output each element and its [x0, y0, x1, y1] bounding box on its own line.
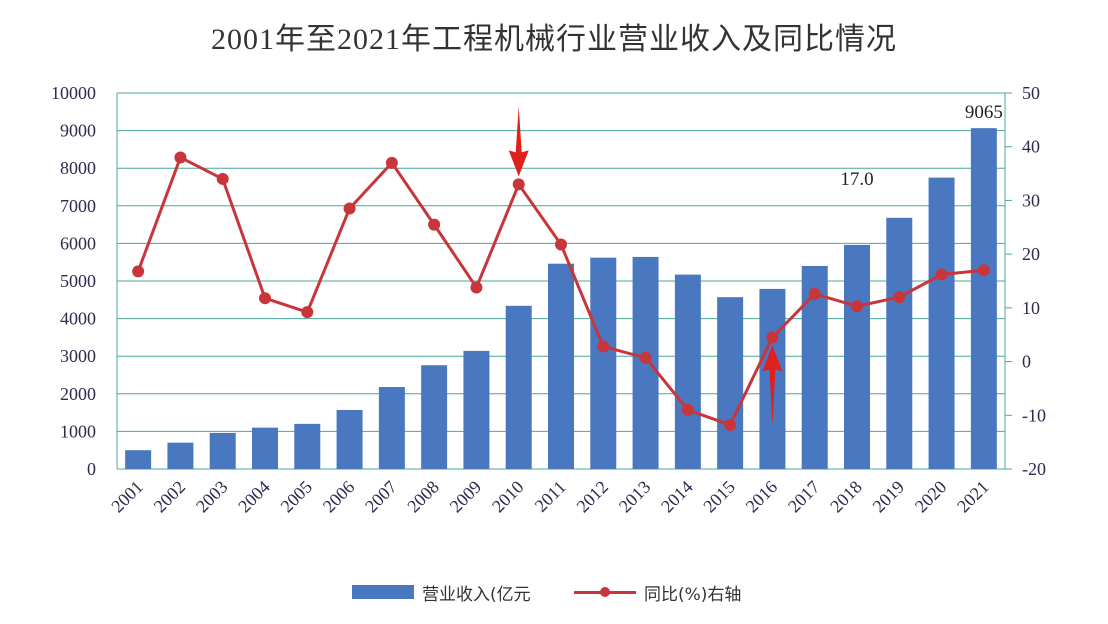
y-right-tick-label: 0 [1022, 352, 1031, 372]
line-point [555, 238, 567, 251]
x-tick-label: 2016 [742, 477, 782, 517]
bar [167, 442, 194, 469]
legend-label-revenue: 营业收入(亿元 [422, 584, 531, 605]
x-tick-label: 2014 [657, 477, 697, 517]
chart-title: 2001年至2021年工程机械行业营业收入及同比情况 [211, 23, 897, 56]
bar [294, 423, 321, 469]
y-right-tick-label: 40 [1022, 137, 1040, 157]
line-point [639, 351, 652, 364]
bar [548, 263, 574, 469]
y-right-tick-label: 30 [1022, 190, 1040, 210]
arrow-down-marker [508, 106, 529, 177]
annotation-label: 17.0 [840, 169, 873, 190]
bar [209, 432, 236, 469]
bar [674, 274, 701, 469]
y-right-tick-label: -20 [1022, 459, 1046, 479]
x-tick-label: 2013 [615, 477, 655, 517]
annotation-label: 9065 [965, 102, 1003, 123]
y-left-tick-label: 9000 [60, 121, 96, 141]
arrow-up-marker [762, 345, 783, 426]
line-point [385, 156, 398, 169]
line-point [301, 306, 314, 319]
y-left-tick-label: 7000 [60, 196, 96, 216]
x-tick-label: 2020 [911, 477, 951, 517]
line-point [428, 218, 441, 231]
y-right-tick-label: 10 [1022, 298, 1040, 318]
y-left-tick-label: 0 [87, 459, 96, 479]
line-point [343, 202, 356, 215]
x-tick-label: 2012 [573, 477, 613, 517]
bar [421, 365, 448, 469]
bar [463, 350, 490, 469]
x-tick-label: 2006 [319, 477, 359, 517]
x-tick-label: 2001 [107, 477, 147, 517]
line-point [174, 151, 187, 164]
bar [252, 427, 278, 469]
bar [717, 297, 744, 469]
y-right-tick-label: -10 [1022, 405, 1046, 425]
x-tick-label: 2005 [277, 477, 317, 517]
y-left-tick-label: 5000 [60, 271, 96, 291]
legend-item-yoy: 同比(%)右轴 [574, 577, 741, 607]
y-left-tick-label: 1000 [60, 421, 96, 441]
legend-label-yoy: 同比(%)右轴 [644, 584, 742, 605]
legend-swatch-bar [352, 585, 414, 599]
line-point [808, 287, 821, 300]
y-right-tick-label: 20 [1022, 244, 1040, 264]
line-point [512, 178, 525, 191]
line-point [977, 264, 990, 277]
y-right-tick-label: 50 [1022, 83, 1040, 103]
line-point [681, 403, 694, 416]
bar [378, 387, 405, 469]
x-tick-label: 2010 [488, 477, 528, 517]
x-tick-label: 2021 [953, 477, 993, 517]
legend-item-revenue: 营业收入(亿元 [352, 577, 531, 607]
x-tick-label: 2015 [699, 477, 739, 517]
line-point [470, 281, 483, 294]
x-tick-label: 2017 [784, 477, 824, 517]
x-tick-label: 2011 [531, 477, 570, 516]
y-left-tick-label: 6000 [60, 233, 96, 253]
x-tick-label: 2019 [869, 477, 909, 517]
legend-swatch-line [574, 585, 636, 599]
x-tick-label: 2007 [361, 477, 401, 517]
x-tick-label: 2004 [234, 477, 274, 517]
line-point [216, 172, 229, 185]
line-point [851, 300, 863, 313]
chart-legend: 营业收入(亿元 同比(%)右轴 [0, 577, 1108, 607]
x-tick-label: 2003 [192, 477, 232, 517]
bar [336, 409, 363, 469]
y-left-tick-label: 10000 [51, 83, 96, 103]
y-left-tick-label: 8000 [60, 158, 96, 178]
x-tick-label: 2008 [403, 477, 443, 517]
line-point [935, 268, 948, 281]
line-point [597, 340, 610, 353]
line-point [893, 291, 906, 304]
line-point [766, 331, 779, 344]
bar [125, 450, 152, 469]
y-left-tick-label: 4000 [60, 309, 96, 329]
x-tick-label: 2002 [150, 477, 190, 517]
x-tick-label: 2018 [826, 477, 866, 517]
y-left-tick-label: 3000 [60, 346, 96, 366]
bar [928, 177, 955, 469]
x-tick-label: 2009 [446, 477, 486, 517]
y-left-tick-label: 2000 [60, 384, 96, 404]
bar [505, 305, 532, 469]
bar [970, 128, 997, 469]
line-point [132, 265, 145, 278]
bar [886, 217, 913, 469]
line-point [724, 418, 737, 431]
bar [844, 244, 870, 469]
line-point [259, 292, 271, 305]
bar [590, 257, 617, 469]
